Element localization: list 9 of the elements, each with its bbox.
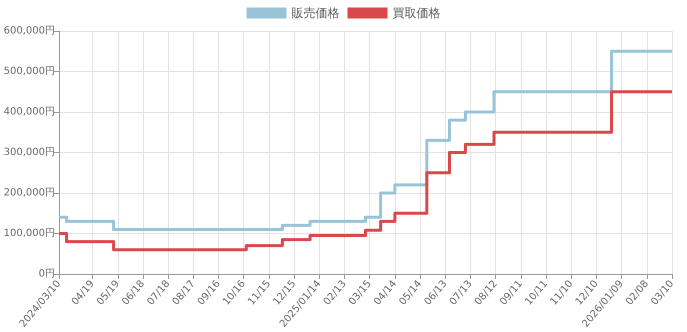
y-tick-label: 200,000円 xyxy=(4,188,55,198)
y-tick-label: 600,000円 xyxy=(4,26,55,36)
y-tick-label: 0円 xyxy=(38,268,55,280)
legend-label: 買取価格 xyxy=(392,6,440,20)
y-tick-label: 300,000円 xyxy=(4,147,55,158)
y-tick-label: 100,000円 xyxy=(4,228,55,239)
legend-label: 販売価格 xyxy=(292,6,340,20)
y-tick-label: 500,000円 xyxy=(4,66,55,77)
y-tick-label: 400,000円 xyxy=(4,106,55,118)
